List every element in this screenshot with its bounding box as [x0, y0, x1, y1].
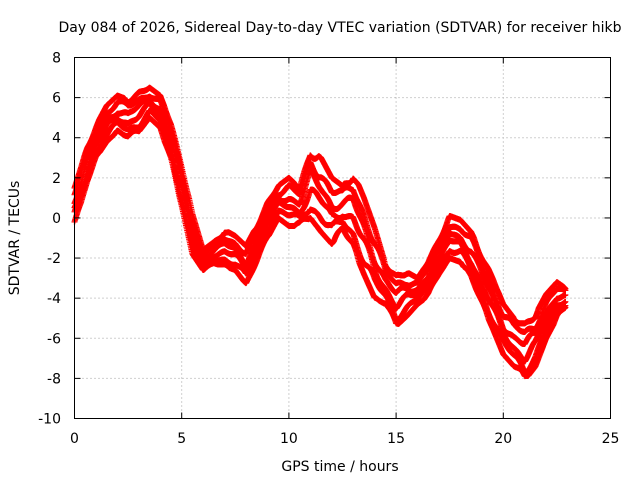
chart-title: Day 084 of 2026, Sidereal Day-to-day VTE…	[59, 20, 622, 36]
x-axis-label: GPS time / hours	[281, 459, 398, 475]
y-axis-label: SDTVAR / TECUs	[7, 181, 23, 296]
data-series-sdtvar	[71, 84, 569, 380]
